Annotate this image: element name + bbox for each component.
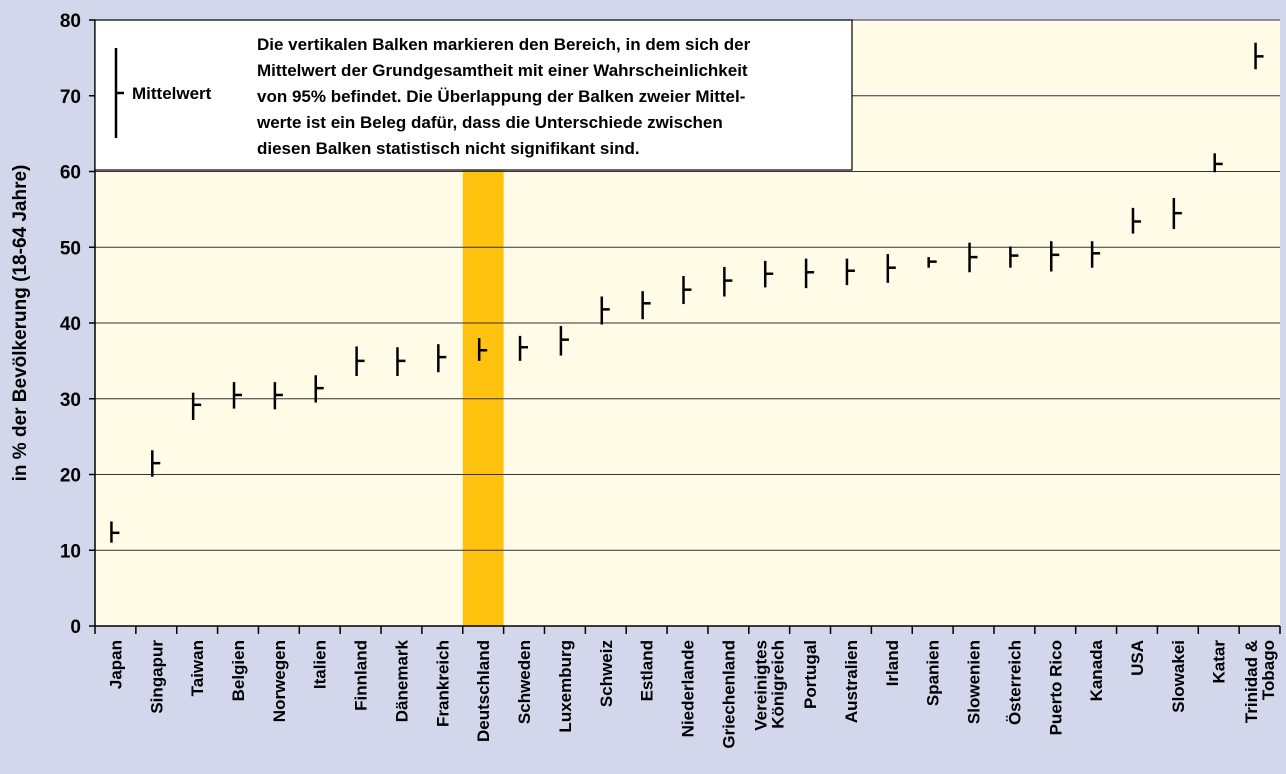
y-axis-label: in % der Bevölkerung (18-64 Jahre) bbox=[10, 165, 31, 482]
y-tick-label: 80 bbox=[60, 11, 81, 32]
y-tick-label: 50 bbox=[60, 238, 81, 259]
x-tick-label: Schweden bbox=[515, 640, 534, 724]
x-tick-label: Singapur bbox=[147, 640, 166, 714]
x-tick-label: Portugal bbox=[801, 640, 820, 709]
legend-note: werte ist ein Beleg dafür, dass die Unte… bbox=[256, 113, 723, 132]
y-tick-label: 40 bbox=[60, 314, 81, 335]
x-tick-label: Spanien bbox=[924, 640, 943, 706]
x-tick-label: USA bbox=[1128, 640, 1147, 676]
x-tick-label: Schweiz bbox=[597, 640, 616, 707]
x-tick-label: Österreich bbox=[1005, 640, 1024, 725]
x-tick-label: Dänemark bbox=[392, 639, 411, 722]
x-tick-label: Slowenien bbox=[965, 640, 984, 724]
x-tick-label: Estland bbox=[638, 640, 657, 701]
x-tick-label: Puerto Rico bbox=[1046, 640, 1065, 735]
x-tick-label: Slowakei bbox=[1169, 640, 1188, 713]
x-tick-label: VereinigtesKönigreich bbox=[752, 640, 788, 731]
legend-note: diesen Balken statistisch nicht signifik… bbox=[257, 139, 640, 158]
legend-label: Mittelwert bbox=[132, 84, 212, 103]
y-tick-label: 60 bbox=[60, 163, 81, 184]
x-tick-label: Luxemburg bbox=[556, 640, 575, 733]
x-tick-label: Katar bbox=[1210, 640, 1229, 684]
legend-box bbox=[94, 19, 853, 171]
x-tick-label: Griechenland bbox=[719, 640, 738, 749]
y-tick-label: 30 bbox=[60, 390, 81, 411]
x-tick-label: Niederlande bbox=[679, 640, 698, 737]
x-tick-label: Australien bbox=[842, 640, 861, 723]
x-tick-label: Irland bbox=[883, 640, 902, 686]
x-tick-label: Deutschland bbox=[474, 640, 493, 742]
x-tick-label: Belgien bbox=[229, 640, 248, 701]
x-tick-label: Kanada bbox=[1087, 639, 1106, 701]
y-tick-label: 20 bbox=[60, 466, 81, 487]
x-tick-label: Italien bbox=[311, 640, 330, 689]
legend-note: Mittelwert der Grundgesamtheit mit einer… bbox=[257, 61, 748, 80]
x-tick-label: Trinidad &Tobago bbox=[1242, 640, 1278, 723]
y-tick-label: 10 bbox=[60, 541, 81, 562]
legend-note: von 95% befindet. Die Überlappung der Ba… bbox=[257, 87, 745, 106]
x-tick-label: Japan bbox=[106, 640, 125, 689]
x-tick-label: Taiwan bbox=[188, 640, 207, 696]
y-tick-label: 0 bbox=[70, 617, 81, 638]
x-tick-label: Frankreich bbox=[433, 640, 452, 727]
x-tick-label: Finnland bbox=[352, 640, 371, 711]
y-tick-label: 70 bbox=[60, 87, 81, 108]
legend-note: Die vertikalen Balken markieren den Bere… bbox=[257, 35, 751, 54]
x-tick-label: Norwegen bbox=[270, 640, 289, 722]
